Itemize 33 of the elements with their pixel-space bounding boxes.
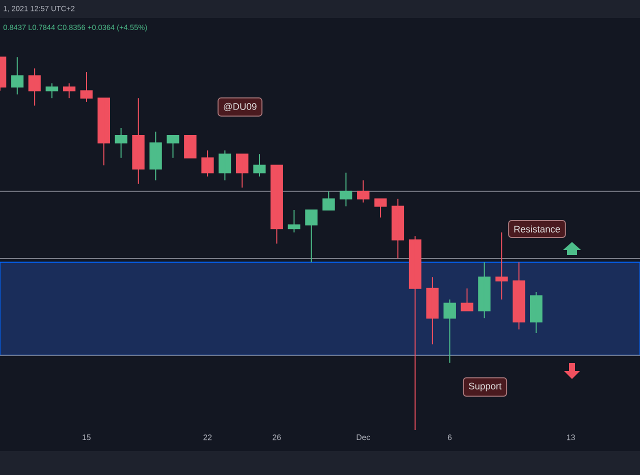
candlestick bbox=[340, 172, 352, 207]
candlestick bbox=[201, 150, 214, 177]
annotation: @DU09 bbox=[224, 102, 256, 112]
candlestick bbox=[512, 262, 526, 330]
candlestick bbox=[392, 198, 404, 259]
candlestick bbox=[236, 154, 248, 188]
candlestick bbox=[132, 98, 145, 184]
annotation: Resistance bbox=[514, 226, 560, 232]
candlestick bbox=[184, 134, 196, 158]
candlestick bbox=[114, 127, 128, 158]
candlestick bbox=[98, 98, 110, 166]
candlestick bbox=[62, 82, 76, 99]
candlestick bbox=[495, 232, 508, 300]
candlestick bbox=[253, 154, 266, 177]
candlestick bbox=[478, 262, 491, 319]
candlestick bbox=[46, 82, 58, 99]
candlestick bbox=[374, 198, 387, 218]
candlestick bbox=[357, 180, 370, 204]
candlestick bbox=[270, 164, 283, 244]
candlestick bbox=[426, 276, 439, 345]
candlestick bbox=[28, 68, 41, 106]
candlestick bbox=[149, 131, 162, 181]
candlestick bbox=[218, 150, 232, 181]
candlestick bbox=[444, 299, 456, 364]
candlestick bbox=[80, 72, 93, 102]
candlestick bbox=[11, 56, 24, 95]
candlestick bbox=[530, 292, 542, 334]
candlestick bbox=[305, 210, 318, 263]
candlestick bbox=[166, 134, 180, 158]
candlestick bbox=[288, 210, 300, 233]
annotation: Support bbox=[468, 382, 502, 392]
candlestick bbox=[460, 288, 474, 312]
candlestick bbox=[322, 190, 335, 211]
